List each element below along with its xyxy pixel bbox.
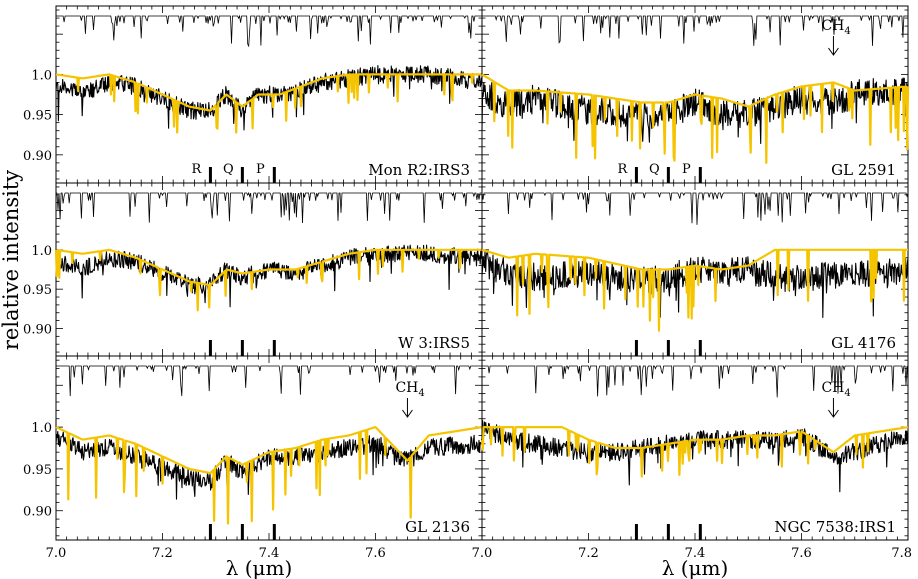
branch-label: Q <box>223 162 234 177</box>
panel-grid: 1.00.950.90R Q P Mon R2:IRS3 R Q P GL 2591CH41.… <box>23 5 912 561</box>
panel-title: GL 2136 <box>405 518 470 536</box>
y-tick-label: 0.90 <box>23 322 52 337</box>
x-tick-label: 7.8 <box>891 546 912 561</box>
panel-4: 1.0 0.95 0.90 7.0 7.2 7.4 7.6 GL 2136 CH4 <box>23 355 483 561</box>
x-tick-label: 7.4 <box>259 546 280 561</box>
observed-spectrum-line <box>481 77 909 145</box>
ch4-arrowhead <box>828 409 839 418</box>
y-tick-label: 0.95 <box>23 463 52 478</box>
y-tick-label: 0.90 <box>23 505 52 520</box>
branch-marker <box>240 340 244 356</box>
telluric-trace <box>482 15 908 46</box>
branch-marker <box>240 167 244 183</box>
telluric-trace <box>481 192 909 225</box>
x-tick-label: 7.6 <box>365 546 386 561</box>
model-spectrum-line <box>55 426 483 525</box>
branch-marker <box>208 167 212 183</box>
observed-spectrum-line <box>55 430 483 500</box>
branch-marker <box>272 340 276 356</box>
panel-title: NGC 7538:IRS1 <box>774 518 896 536</box>
x-tick-label: 7.4 <box>685 546 706 561</box>
y-tick-label: 1.0 <box>31 421 52 436</box>
y-tick-label: 0.95 <box>23 283 52 298</box>
branch-marker <box>240 524 244 540</box>
x-tick-label: 7.0 <box>472 546 493 561</box>
x-axis-label-right: λ (μm) <box>662 556 729 579</box>
branch-marker <box>272 167 276 183</box>
model-spectrum-line <box>55 73 483 134</box>
telluric-trace <box>56 14 482 48</box>
panel-5: 7.0 7.2 7.4 7.6 7.8 NGC 7538:IRS1 CH4 <box>472 355 912 561</box>
branch-label: P <box>256 162 265 177</box>
branch-marker <box>698 524 702 540</box>
branch-marker <box>634 167 638 183</box>
panel-title: GL 2591 <box>831 161 896 179</box>
panel-2: 1.0 0.95 0.90 W 3:IRS5 <box>23 182 483 357</box>
panel-title: W 3:IRS5 <box>398 334 470 352</box>
y-tick-label: 1.0 <box>31 244 52 259</box>
panel-1: R Q P GL 2591 CH4 <box>481 5 910 184</box>
ch4-arrowhead <box>402 409 413 418</box>
branch-label: P <box>682 162 691 177</box>
y-axis-label: relative intensity <box>0 170 23 350</box>
branch-label: R <box>618 162 629 177</box>
branch-marker <box>666 167 670 183</box>
panel-title: GL 4176 <box>831 334 896 352</box>
ch4-annotation: CH4 <box>395 380 424 399</box>
branch-marker <box>634 524 638 540</box>
x-tick-label: 7.0 <box>46 546 67 561</box>
y-tick-label: 0.95 <box>23 109 52 124</box>
model-spectrum-line <box>481 248 909 332</box>
ch4-arrowhead <box>828 47 839 56</box>
branch-marker <box>698 340 702 356</box>
model-spectrum-line <box>481 73 910 164</box>
branch-marker <box>666 340 670 356</box>
panel-0: 1.0 0.95 0.90 R Q P Mon R2:IRS3 <box>23 5 483 184</box>
branch-marker <box>272 524 276 540</box>
branch-label: Q <box>649 162 660 177</box>
branch-label: R <box>192 162 203 177</box>
model-spectrum-line <box>480 426 909 478</box>
x-tick-label: 7.2 <box>578 546 599 561</box>
model-spectrum-line <box>54 248 483 312</box>
panel-3: GL 4176 <box>481 182 909 357</box>
x-axis-label-left: λ (μm) <box>226 556 293 579</box>
branch-marker <box>666 524 670 540</box>
telluric-trace <box>56 191 482 224</box>
branch-marker <box>208 340 212 356</box>
observed-spectrum-line <box>481 420 909 493</box>
ch4-annotation: CH4 <box>821 18 850 37</box>
observed-spectrum-line <box>481 249 909 319</box>
panel-title: Mon R2:IRS3 <box>368 161 470 179</box>
ch4-annotation: CH4 <box>821 380 850 399</box>
branch-marker <box>208 524 212 540</box>
branch-marker <box>634 340 638 356</box>
x-tick-label: 7.2 <box>152 546 173 561</box>
telluric-trace <box>482 364 909 398</box>
branch-marker <box>698 167 702 183</box>
x-tick-label: 7.6 <box>791 546 812 561</box>
y-tick-label: 0.90 <box>23 149 52 164</box>
y-tick-label: 1.0 <box>31 68 52 83</box>
telluric-trace <box>56 364 482 397</box>
